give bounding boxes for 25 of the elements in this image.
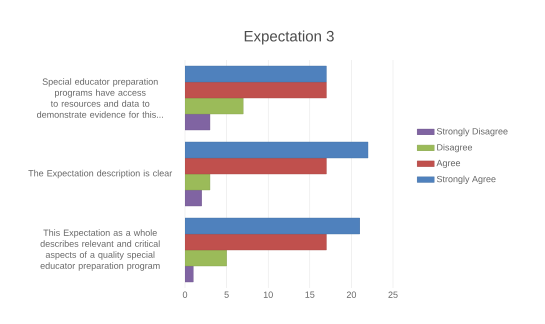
legend-label: Agree	[436, 160, 460, 168]
legend-label: Strongly Agree	[436, 176, 496, 184]
legend-label: Disagree	[437, 144, 472, 152]
x-tick-label: 25	[388, 292, 398, 298]
bar	[185, 174, 210, 190]
x-tick-label: 10	[264, 292, 273, 298]
x-tick-label: 20	[346, 292, 356, 298]
legend-label: Strongly Disagree	[436, 128, 508, 136]
bar	[185, 250, 227, 266]
bar	[185, 142, 368, 158]
x-tick-label: 15	[305, 292, 314, 298]
bar	[185, 234, 327, 250]
bar	[185, 66, 327, 82]
x-tick-label: 5	[224, 292, 229, 298]
bar	[185, 158, 327, 174]
y-tick-label: This Expectation as a whole describes relevant and critical aspects of a quality special educator preparation program	[40, 229, 160, 271]
bar	[185, 82, 327, 98]
bar	[185, 114, 210, 130]
y-tick-label: The Expectation description is clear	[28, 170, 172, 178]
bar	[185, 190, 202, 206]
bar	[185, 98, 244, 114]
bar	[185, 218, 360, 234]
chart-title: Expectation 3	[244, 30, 334, 44]
x-tick-label: 0	[182, 292, 188, 298]
y-tick-label: Special educator preparation programs have access to resources and data to demonstrate evidence for this...	[37, 78, 163, 118]
